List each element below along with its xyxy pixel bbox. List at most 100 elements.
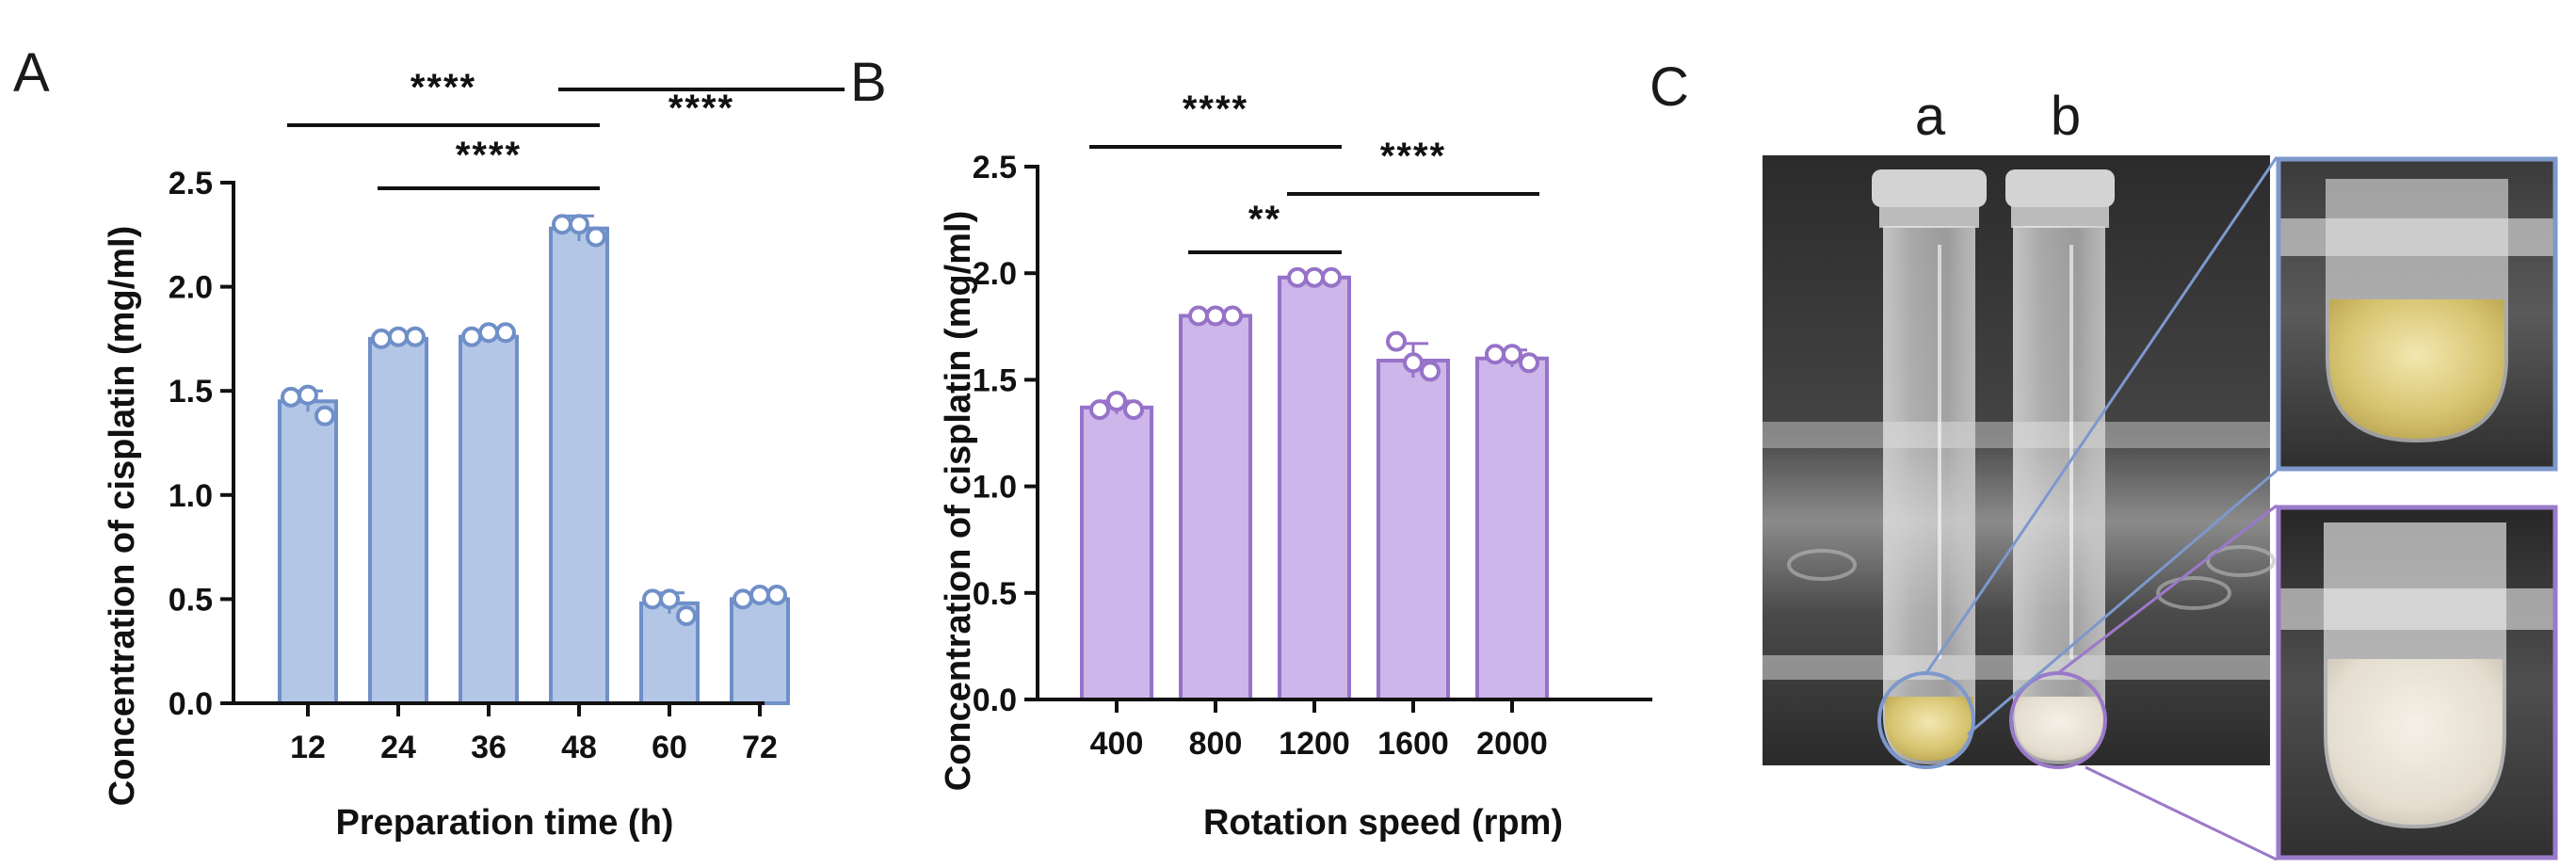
chart-a-bar [278, 399, 338, 705]
chart-a-bar [730, 597, 790, 706]
chart-b-x-axis-title: Rotation speed (rpm) [1203, 803, 1563, 843]
chart-b-data-point [1188, 305, 1209, 327]
tube-b [2005, 169, 2115, 764]
chart-a-significance: **** **** **** [287, 67, 845, 190]
chart-b-bars [1080, 266, 1549, 701]
chart-a-y-tick-label: 2.0 [169, 270, 213, 306]
chart-b-x-tick-label: 1600 [1377, 726, 1449, 762]
zoom-box-tube-b [2276, 505, 2558, 860]
chart-a-bar [459, 334, 519, 705]
tube-label-b: b [2051, 86, 2081, 147]
chart-a: **** **** **** 0.0 0.5 1.0 1.5 2.0 2.5 12 24 36 48 6… [103, 67, 845, 843]
chart-a-y-tick-label: 1.5 [169, 374, 213, 410]
chart-b-bar [1475, 356, 1549, 701]
chart-a-y-tick-label: 0.5 [169, 582, 213, 618]
chart-a-data-point [495, 322, 516, 344]
chart-b-x-tick-label: 2000 [1476, 726, 1548, 762]
zoom-clear-solution [2327, 659, 2503, 825]
tube-b-clear-solution [2015, 697, 2103, 761]
chart-b-data-point [1205, 305, 1226, 327]
chart-b-significance-label: ** [1248, 199, 1281, 240]
chart-b-data-point [1485, 344, 1505, 365]
chart-a-y-axis-title: Concentration of cisplatin (mg/ml) [103, 226, 142, 806]
chart-a-data-point [552, 214, 572, 235]
chart-b-data-point [1123, 399, 1144, 421]
chart-a-significance-label: **** [668, 88, 734, 129]
chart-b-significance-label: **** [1380, 136, 1446, 177]
tube-a [1872, 169, 1987, 764]
chart-b-data-point [1403, 352, 1424, 374]
tube-a-yellow-pellet [1885, 697, 1973, 761]
chart-b-bar [1080, 405, 1153, 701]
tube-label-a: a [1915, 86, 1946, 147]
chart-a-x-tick-label: 48 [561, 730, 597, 765]
chart-b-data-point [1519, 352, 1539, 374]
chart-b-x-tick-label: 400 [1090, 726, 1144, 762]
chart-b-data-point [1089, 399, 1110, 421]
chart-a-data-point [478, 322, 499, 344]
chart-b-data-point [1321, 266, 1342, 288]
chart-a-axes: 0.0 0.5 1.0 1.5 2.0 2.5 12 24 36 48 60 72 [169, 166, 778, 765]
chart-a-data-point [749, 584, 770, 605]
chart-a-data-point [405, 326, 426, 347]
chart-b-data-point [1222, 305, 1243, 327]
zoom-connector-b-bottom [2085, 765, 2278, 861]
chart-b-x-tick-label: 1200 [1279, 726, 1350, 762]
chart-b-y-tick-label: 0.0 [973, 683, 1017, 718]
zoom-connector-a-top [1924, 156, 2278, 674]
chart-b-y-tick-label: 2.5 [973, 150, 1017, 185]
chart-a-data-point [733, 588, 753, 610]
panel-letter-b: B [850, 52, 887, 113]
chart-a-y-tick-label: 2.5 [169, 166, 213, 201]
chart-b-bar [1278, 275, 1351, 701]
chart-a-y-tick-label: 1.0 [169, 478, 213, 514]
chart-b-data-point [1420, 361, 1441, 382]
chart-b-y-tick-label: 0.5 [973, 576, 1017, 612]
chart-a-x-tick-label: 72 [742, 730, 778, 765]
chart-b-bar [1377, 359, 1450, 701]
chart-a-data-point [586, 226, 606, 248]
chart-b-data-point [1304, 266, 1325, 288]
chart-b-data-point [1287, 266, 1308, 288]
chart-b-y-tick-label: 1.5 [973, 362, 1017, 398]
chart-b-data-point [1502, 344, 1522, 365]
rack-hole [1787, 549, 1857, 581]
chart-a-data-point [298, 384, 318, 406]
chart-b-axes: 0.0 0.5 1.0 1.5 2.0 2.5 400 800 1200 1600 2000 [973, 150, 1652, 762]
chart-b-bar [1179, 313, 1252, 701]
chart-b-y-tick-label: 2.0 [973, 256, 1017, 292]
chart-a-bar [549, 226, 609, 705]
rack-hole [2156, 576, 2231, 610]
chart-a-significance-label: **** [411, 67, 476, 108]
zoom-yellow-pellet [2329, 299, 2504, 439]
chart-b-significance: ********** [1089, 88, 1539, 254]
chart-a-bar [368, 336, 428, 705]
chart-a-bars [278, 214, 790, 706]
chart-a-data-point [766, 584, 787, 605]
chart-a-data-point [659, 588, 680, 610]
chart-a-data-point [676, 605, 697, 627]
rack-hole [2206, 545, 2276, 577]
zoom-connector-a-bottom [1967, 469, 2278, 736]
zoom-connector-b-top [2057, 504, 2278, 675]
chart-a-x-axis-title: Preparation time (h) [336, 803, 674, 843]
chart-a-data-point [569, 214, 589, 235]
chart-a-data-point [461, 326, 482, 347]
chart-b-y-axis-title: Concentration of cisplatin (mg/ml) [939, 211, 978, 791]
chart-a-y-tick-label: 0.0 [169, 686, 213, 722]
chart-a-x-tick-label: 12 [290, 730, 326, 765]
chart-b-x-tick-label: 800 [1189, 726, 1243, 762]
chart-a-data-point [388, 326, 409, 347]
chart-a-x-tick-label: 60 [652, 730, 687, 765]
panel-letter-c: C [1650, 56, 1689, 118]
chart-b-y-tick-label: 1.0 [973, 470, 1017, 506]
chart-b-significance-label: **** [1183, 88, 1248, 130]
chart-a-x-tick-label: 36 [471, 730, 507, 765]
chart-a-data-point [371, 328, 392, 349]
chart-a-data-point [314, 405, 335, 426]
chart-b-data-point [1386, 330, 1407, 352]
chart-a-significance-label: **** [456, 135, 522, 176]
chart-b-data-point [1106, 391, 1127, 412]
